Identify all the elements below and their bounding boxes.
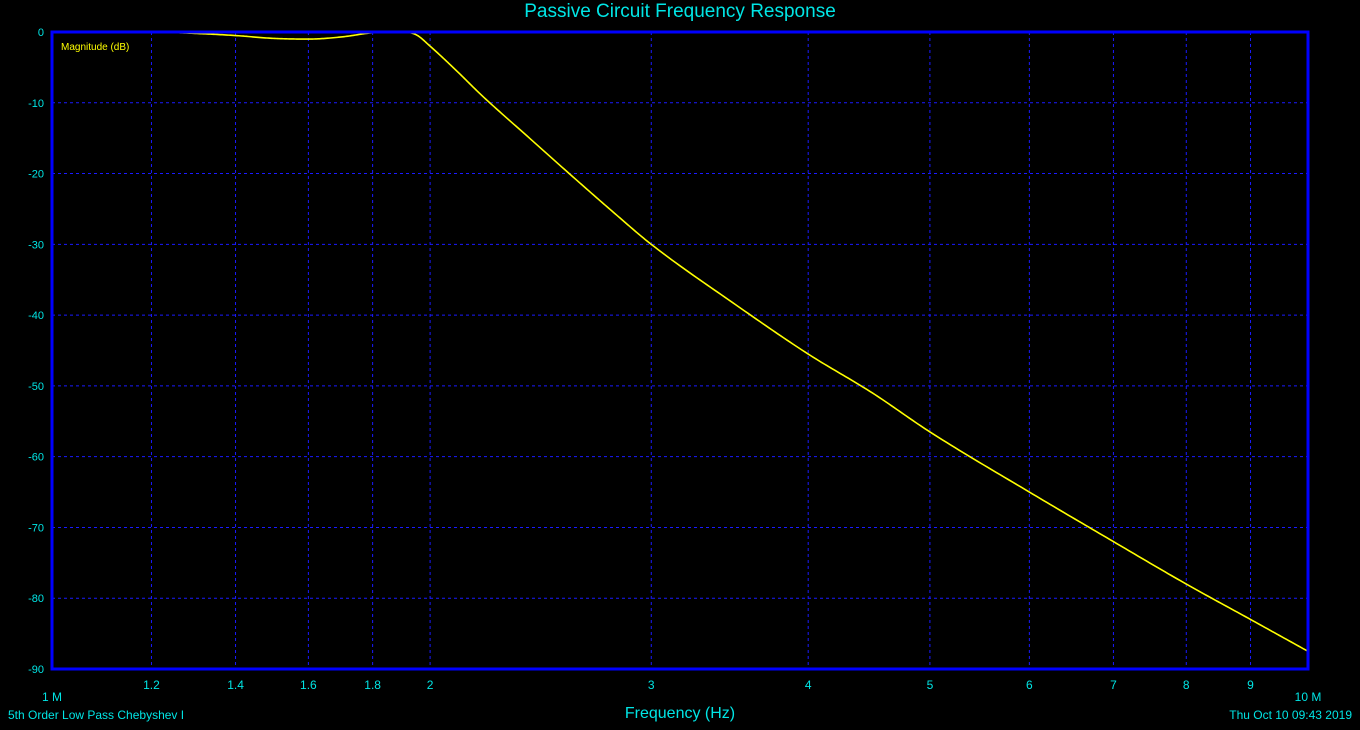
x-tick-label: 1.8: [364, 678, 381, 692]
timestamp-label: Thu Oct 10 09:43 2019: [1229, 708, 1352, 722]
y-tick-label: -90: [28, 664, 44, 676]
x-tick-label: 9: [1247, 678, 1254, 692]
x-tick-labels: 1 M 1.2 1.4 1.6 1.8 2 3 4 5 6 7 8 9 10 M: [42, 678, 1321, 704]
chart-title: Passive Circuit Frequency Response: [524, 1, 836, 22]
magnitude-series-line: [52, 31, 1309, 653]
grid-lines: [52, 32, 1308, 669]
x-tick-label: 1.2: [143, 678, 160, 692]
x-tick-label: 4: [805, 678, 812, 692]
x-axis-label: Frequency (Hz): [624, 705, 736, 722]
y-tick-label: -60: [28, 452, 44, 464]
x-tick-label: 3: [648, 678, 655, 692]
y-tick-label: -50: [28, 381, 44, 393]
y-tick-label: -70: [28, 522, 44, 534]
x-tick-label: 5: [927, 678, 934, 692]
y-tick-labels: 0 -10 -20 -30 -40 -50 -60 -70 -80 -90: [28, 27, 44, 676]
legend-label: Magnitude (dB): [61, 42, 129, 53]
circuit-name-label: 5th Order Low Pass Chebyshev I: [8, 708, 185, 722]
y-tick-label: -40: [28, 310, 44, 322]
x-tick-label: 2: [427, 678, 434, 692]
y-tick-label: -80: [28, 593, 44, 605]
x-tick-label: 1.4: [227, 678, 244, 692]
x-tick-label: 8: [1183, 678, 1190, 692]
x-tick-label: 1 M: [42, 690, 62, 704]
x-tick-label: 1.6: [300, 678, 317, 692]
x-tick-label: 10 M: [1295, 690, 1322, 704]
y-tick-label: 0: [38, 27, 44, 39]
y-tick-label: -20: [28, 169, 44, 181]
x-tick-label: 6: [1026, 678, 1033, 692]
y-tick-label: -10: [28, 98, 44, 110]
y-tick-label: -30: [28, 239, 44, 251]
plot-frame: [50, 30, 1310, 671]
series-layer: [52, 31, 1309, 653]
x-tick-label: 7: [1110, 678, 1117, 692]
